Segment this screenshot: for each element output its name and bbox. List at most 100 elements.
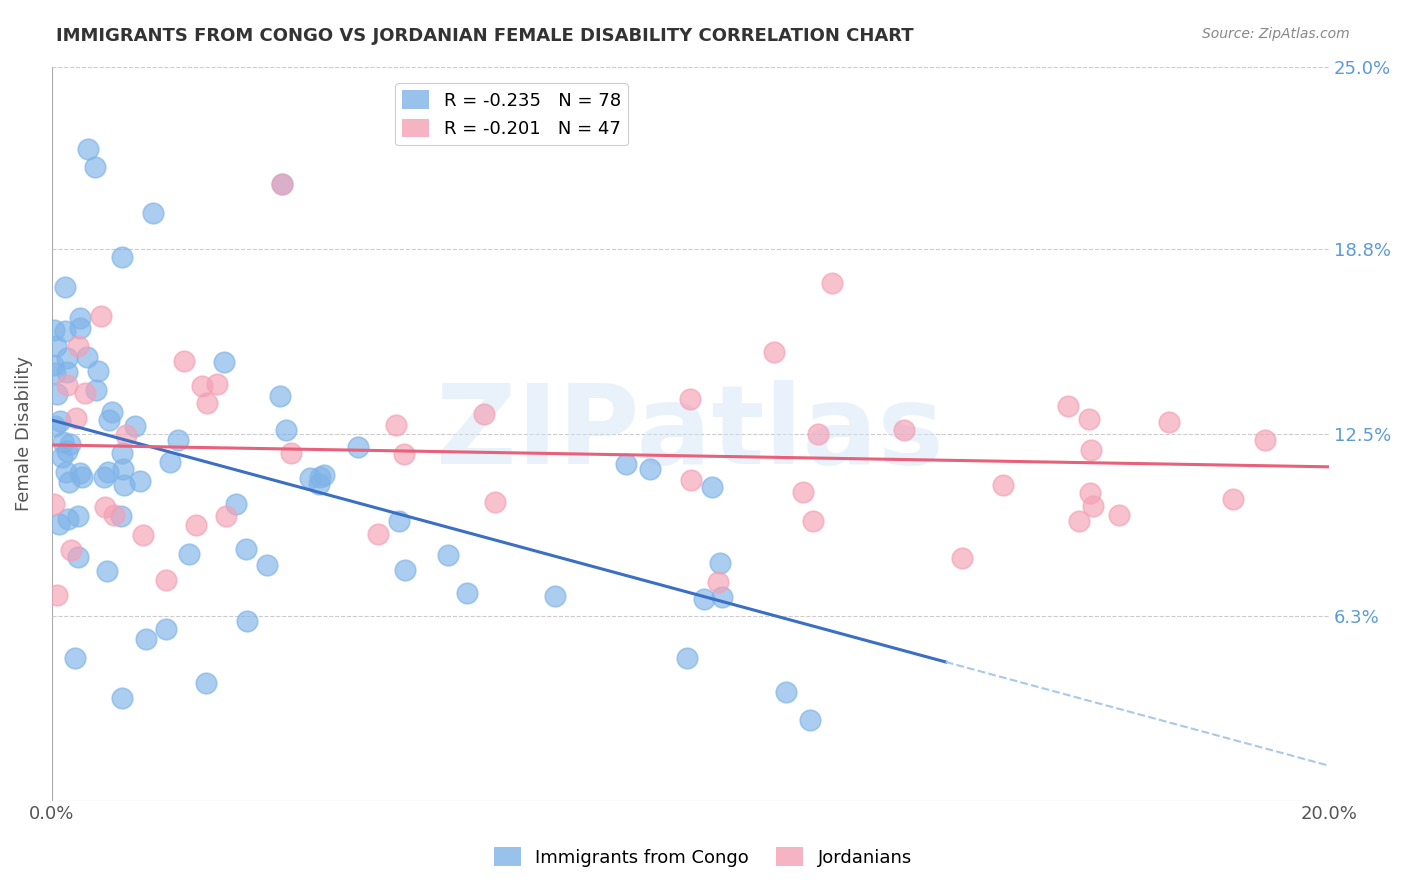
Point	[269, 389, 291, 403]
Point	[762, 345, 785, 359]
Point	[215, 508, 238, 523]
Point	[97, 465, 120, 479]
Point	[190, 379, 212, 393]
Point	[114, 427, 136, 442]
Point	[112, 462, 135, 476]
Point	[1080, 442, 1102, 457]
Point	[59, 542, 82, 557]
Point	[84, 161, 107, 175]
Point	[69, 467, 91, 481]
Point	[991, 478, 1014, 492]
Point	[53, 324, 76, 338]
Point	[93, 470, 115, 484]
Point	[44, 419, 66, 434]
Point	[69, 310, 91, 325]
Point	[693, 592, 716, 607]
Point	[314, 467, 336, 482]
Point	[132, 528, 155, 542]
Point	[1057, 399, 1080, 413]
Point	[1067, 514, 1090, 528]
Point	[96, 564, 118, 578]
Point	[94, 500, 117, 515]
Point	[638, 462, 661, 476]
Point	[394, 447, 416, 461]
Point	[472, 407, 495, 421]
Point	[194, 676, 217, 690]
Point	[792, 484, 814, 499]
Point	[167, 433, 190, 447]
Text: IMMIGRANTS FROM CONGO VS JORDANIAN FEMALE DISABILITY CORRELATION CHART: IMMIGRANTS FROM CONGO VS JORDANIAN FEMAL…	[56, 27, 914, 45]
Point	[63, 650, 86, 665]
Point	[59, 437, 82, 451]
Point	[135, 632, 157, 647]
Point	[155, 574, 177, 588]
Point	[309, 470, 332, 484]
Y-axis label: Female Disability: Female Disability	[15, 356, 32, 511]
Point	[155, 622, 177, 636]
Point	[110, 508, 132, 523]
Point	[205, 377, 228, 392]
Point	[367, 527, 389, 541]
Point	[709, 556, 731, 570]
Point	[159, 455, 181, 469]
Point	[69, 321, 91, 335]
Point	[142, 206, 165, 220]
Point	[76, 142, 98, 156]
Point	[87, 364, 110, 378]
Point	[807, 426, 830, 441]
Point	[388, 514, 411, 528]
Point	[177, 547, 200, 561]
Point	[801, 514, 824, 528]
Point	[46, 588, 69, 602]
Point	[76, 350, 98, 364]
Point	[346, 441, 368, 455]
Text: ZIPatlas: ZIPatlas	[436, 380, 945, 487]
Point	[112, 477, 135, 491]
Point	[456, 586, 478, 600]
Point	[616, 458, 638, 472]
Point	[67, 338, 90, 352]
Point	[225, 497, 247, 511]
Point	[1078, 486, 1101, 500]
Point	[544, 589, 567, 603]
Point	[235, 541, 257, 556]
Point	[195, 396, 218, 410]
Point	[214, 355, 236, 369]
Point	[58, 512, 80, 526]
Point	[437, 548, 460, 562]
Point	[1254, 433, 1277, 447]
Point	[236, 614, 259, 628]
Point	[101, 405, 124, 419]
Point	[73, 386, 96, 401]
Point	[124, 419, 146, 434]
Point	[56, 351, 79, 365]
Point	[799, 713, 821, 727]
Point	[42, 359, 65, 373]
Point	[45, 338, 67, 352]
Point	[186, 518, 208, 533]
Point	[56, 365, 79, 379]
Point	[58, 475, 80, 489]
Point	[45, 386, 67, 401]
Point	[84, 383, 107, 397]
Point	[271, 177, 294, 191]
Point	[44, 322, 66, 336]
Point	[67, 549, 90, 564]
Point	[52, 434, 75, 449]
Point	[821, 277, 844, 291]
Point	[111, 251, 134, 265]
Point	[51, 450, 73, 465]
Point	[256, 558, 278, 573]
Point	[1078, 412, 1101, 426]
Point	[67, 508, 90, 523]
Point	[950, 551, 973, 566]
Point	[48, 414, 70, 428]
Point	[384, 417, 406, 432]
Point	[56, 444, 79, 458]
Point	[308, 476, 330, 491]
Point	[775, 684, 797, 698]
Point	[679, 392, 702, 407]
Point	[48, 516, 70, 531]
Point	[55, 466, 77, 480]
Point	[97, 413, 120, 427]
